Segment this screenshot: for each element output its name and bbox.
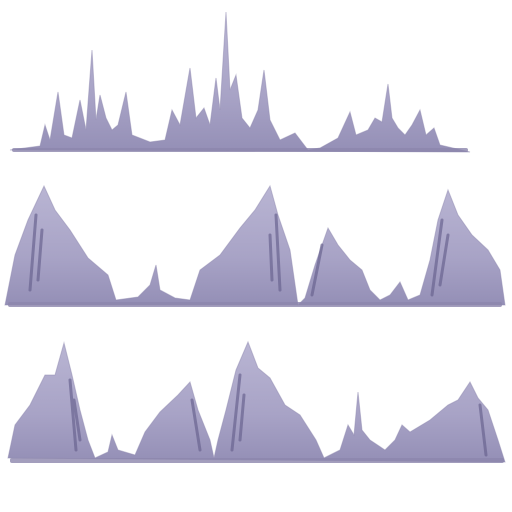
- shadow: [28, 213, 44, 292]
- mountain-range: [7, 340, 506, 463]
- shadow: [430, 218, 450, 297]
- mountain-row-1: [9, 11, 471, 153]
- ground: [10, 458, 504, 463]
- shadow: [310, 243, 324, 297]
- shadow: [230, 373, 246, 452]
- ground: [12, 148, 468, 152]
- mountain-row-3: [7, 340, 506, 463]
- mountain-range: [9, 11, 471, 153]
- mountain-range: [4, 184, 506, 307]
- ground: [8, 302, 502, 307]
- shadow: [268, 213, 282, 292]
- mountain-row-2: [4, 184, 506, 307]
- shadow: [68, 378, 82, 452]
- shadow: [190, 398, 202, 452]
- shadow: [478, 403, 488, 457]
